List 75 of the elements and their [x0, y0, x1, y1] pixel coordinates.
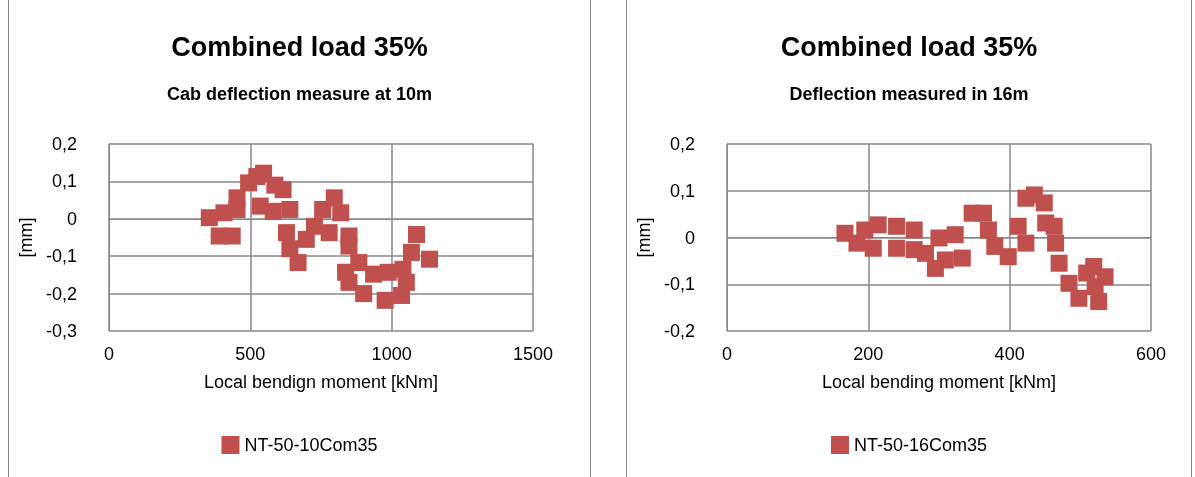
y-tick-label: -0,3: [45, 321, 77, 341]
point: [228, 189, 246, 207]
chart-title: Combined load 35%: [780, 31, 1038, 62]
x-tick-label: 600: [1135, 344, 1167, 364]
point: [905, 221, 923, 239]
y-tick-label: 0,1: [51, 171, 77, 192]
point: [350, 254, 368, 272]
chart-subtitle: Cab deflection measure at 10m: [166, 84, 433, 104]
chart-title: Combined load 35%: [171, 31, 428, 62]
y-tick-label: 0,1: [669, 180, 695, 201]
x-tick-label: 1000: [371, 344, 412, 364]
point: [314, 200, 332, 218]
point: [1070, 289, 1088, 307]
point: [421, 250, 439, 268]
point: [277, 224, 295, 242]
point: [930, 229, 948, 247]
point: [281, 200, 299, 218]
point: [402, 243, 420, 261]
point: [888, 239, 906, 257]
legend-label: NT-50-16Com35: [853, 435, 988, 455]
y-tick-label: 0,2: [669, 134, 695, 154]
y-axis-title: [mm]: [16, 217, 36, 258]
point: [264, 202, 282, 220]
x-tick-label: 500: [235, 344, 266, 364]
point: [1017, 234, 1035, 252]
point: [340, 273, 358, 291]
y-tick-label: -0,2: [663, 321, 695, 341]
point: [917, 244, 935, 262]
point: [320, 224, 338, 242]
point: [397, 273, 415, 291]
point: [974, 204, 992, 222]
point: [340, 237, 358, 255]
point: [1050, 254, 1068, 272]
x-axis-title: Local bending moment [kNm]: [821, 372, 1057, 392]
point: [305, 217, 323, 235]
point: [1009, 217, 1027, 235]
point: [376, 291, 394, 309]
x-tick-label: 1500: [512, 344, 554, 364]
point: [999, 248, 1017, 266]
point: [888, 217, 906, 235]
point: [281, 240, 299, 258]
chart-subtitle: Deflection measured in 16m: [789, 84, 1029, 104]
x-axis-title: Local bendign moment [kNm]: [203, 372, 439, 392]
point: [1060, 274, 1078, 292]
x-tick-label: 200: [853, 344, 884, 364]
point: [1090, 293, 1108, 311]
point: [864, 239, 882, 257]
point: [979, 221, 997, 239]
point: [936, 251, 954, 269]
y-tick-label: -0,1: [45, 246, 77, 267]
point: [869, 216, 887, 234]
y-tick-label: 0: [66, 208, 77, 229]
x-tick-label: 0: [721, 344, 732, 364]
point: [289, 254, 307, 272]
y-tick-label: 0,2: [51, 134, 77, 154]
point: [1035, 194, 1053, 212]
y-axis-title: [mm]: [634, 217, 654, 258]
point: [1045, 217, 1063, 235]
point: [1047, 234, 1065, 252]
point: [332, 204, 350, 222]
y-tick-label: -0,1: [663, 274, 695, 295]
point: [223, 227, 241, 245]
point: [953, 249, 971, 267]
x-tick-label: 400: [994, 344, 1025, 364]
x-tick-label: 0: [103, 344, 114, 364]
point: [1096, 268, 1114, 286]
point: [325, 189, 343, 207]
legend-label: NT-50-10Com35: [244, 435, 378, 455]
y-tick-label: -0,2: [45, 283, 77, 304]
y-tick-label: 0: [684, 227, 695, 248]
point: [408, 226, 426, 244]
point: [274, 181, 292, 199]
point: [946, 226, 964, 244]
point: [355, 285, 373, 303]
point: [986, 237, 1004, 255]
